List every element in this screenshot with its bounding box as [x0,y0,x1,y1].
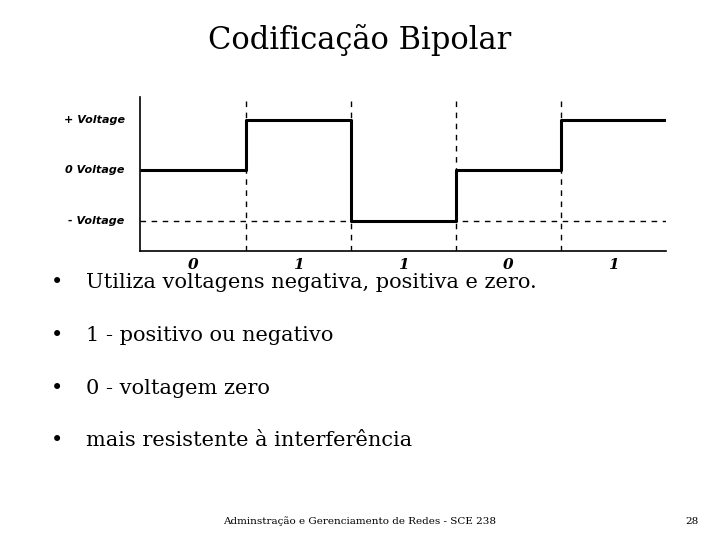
Text: 28: 28 [685,517,698,526]
Text: •: • [50,326,63,345]
Text: Codificação Bipolar: Codificação Bipolar [208,24,512,56]
Text: •: • [50,273,63,292]
Text: Adminstração e Gerenciamento de Redes - SCE 238: Adminstração e Gerenciamento de Redes - … [223,517,497,526]
Text: mais resistente à interferência: mais resistente à interferência [86,431,413,450]
Text: + Voltage: + Voltage [63,115,125,125]
Text: •: • [50,431,63,450]
Text: Utiliza voltagens negativa, positiva e zero.: Utiliza voltagens negativa, positiva e z… [86,273,537,292]
Text: 0 Voltage: 0 Voltage [66,165,125,176]
Text: 1 - positivo ou negativo: 1 - positivo ou negativo [86,326,334,345]
Text: 0 - voltagem zero: 0 - voltagem zero [86,379,270,397]
Text: - Voltage: - Voltage [68,216,125,226]
Text: •: • [50,379,63,397]
